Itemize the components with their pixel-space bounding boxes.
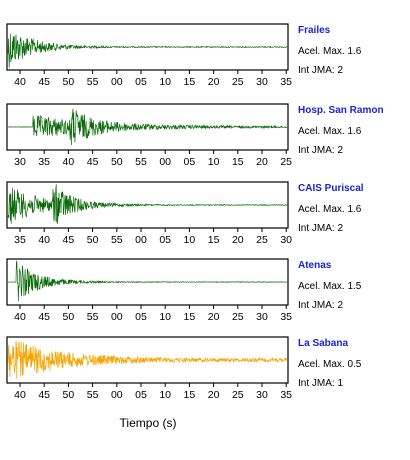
jma-intensity: Int JMA: 1 <box>298 378 343 389</box>
x-tick-label: 05 <box>159 234 171 246</box>
waveform-trace <box>7 108 288 146</box>
x-tick-label: 25 <box>232 389 244 401</box>
x-tick-label: 55 <box>87 389 99 401</box>
jma-intensity: Int JMA: 2 <box>298 65 343 76</box>
x-tick-label: 15 <box>184 76 196 88</box>
x-tick-label: 00 <box>159 156 171 168</box>
jma-intensity: Int JMA: 2 <box>298 223 343 234</box>
x-tick-label: 00 <box>111 311 123 323</box>
x-tick-label: 35 <box>280 389 292 401</box>
x-tick-label: 50 <box>87 234 99 246</box>
x-tick-label: 00 <box>135 234 147 246</box>
x-tick-label: 20 <box>208 311 220 323</box>
panel-4: 40 45 50 55 00 05 10 15 20 25 30 35 Atenas Acel. Max.… <box>6 258 362 323</box>
x-tick-label: 10 <box>184 234 196 246</box>
panel-frame <box>6 336 289 384</box>
x-tick-label: 05 <box>135 76 147 88</box>
x-tick-label: 35 <box>38 156 50 168</box>
x-tick-label: 10 <box>159 389 171 401</box>
x-tick-label: 10 <box>159 76 171 88</box>
x-tick-label: 45 <box>38 389 50 401</box>
x-tick-label: 50 <box>63 311 75 323</box>
x-tick-label: 15 <box>232 156 244 168</box>
x-tick-label: 40 <box>14 76 26 88</box>
max-acceleration: Acel. Max. 1.6 <box>298 46 362 57</box>
panel-1: 40 45 50 55 00 05 10 15 20 25 30 35 Frailes Acel. Max… <box>6 23 362 88</box>
x-tick-label: 25 <box>280 156 292 168</box>
max-acceleration: Acel. Max. 1.6 <box>298 204 362 215</box>
station-name: La Sabana <box>298 338 348 349</box>
x-tick-label: 40 <box>14 311 26 323</box>
x-tick-label: 00 <box>111 76 123 88</box>
x-tick-label: 50 <box>63 76 75 88</box>
x-axis-title: Tiempo (s) <box>120 416 177 430</box>
x-tick-label: 35 <box>14 234 26 246</box>
x-tick-label: 05 <box>135 389 147 401</box>
x-tick-label: 20 <box>208 76 220 88</box>
x-tick-label: 05 <box>135 311 147 323</box>
waveform-trace <box>7 184 288 224</box>
x-tick-label: 15 <box>208 234 220 246</box>
x-tick-label: 20 <box>256 156 268 168</box>
station-name: Atenas <box>298 260 332 271</box>
x-tick-label: 55 <box>87 76 99 88</box>
x-tick-label: 45 <box>63 234 75 246</box>
x-tick-label: 40 <box>38 234 50 246</box>
x-tick-label: 55 <box>111 234 123 246</box>
x-tick-label: 50 <box>63 389 75 401</box>
panel-2: 30 35 40 45 50 55 00 05 10 15 20 25 Hosp. San Ramon A… <box>6 103 384 168</box>
x-tick-label: 30 <box>256 389 268 401</box>
station-name: Hosp. San Ramon <box>298 105 384 116</box>
x-tick-label: 30 <box>256 76 268 88</box>
max-acceleration: Acel. Max. 1.5 <box>298 281 362 292</box>
x-tick-label: 40 <box>14 389 26 401</box>
x-tick-label: 20 <box>232 234 244 246</box>
x-tick-label: 45 <box>38 76 50 88</box>
waveform-trace <box>7 33 288 68</box>
x-tick-label: 25 <box>232 76 244 88</box>
x-tick-label: 15 <box>184 311 196 323</box>
max-acceleration: Acel. Max. 1.6 <box>298 126 362 137</box>
panel-5: 40 45 50 55 00 05 10 15 20 25 30 35 La Sabana Acel. M… <box>6 336 362 401</box>
station-name: CAIS Puriscal <box>298 183 364 194</box>
x-tick-label: 55 <box>135 156 147 168</box>
station-name: Frailes <box>298 25 331 36</box>
waveform-trace <box>7 260 288 302</box>
jma-intensity: Int JMA: 2 <box>298 300 343 311</box>
x-tick-label: 25 <box>232 311 244 323</box>
x-tick-label: 10 <box>208 156 220 168</box>
x-tick-label: 30 <box>14 156 26 168</box>
x-tick-label: 50 <box>111 156 123 168</box>
jma-intensity: Int JMA: 2 <box>298 145 343 156</box>
x-tick-label: 40 <box>63 156 75 168</box>
x-tick-label: 30 <box>256 311 268 323</box>
x-tick-label: 45 <box>87 156 99 168</box>
x-tick-label: 10 <box>159 311 171 323</box>
x-tick-label: 35 <box>280 76 292 88</box>
x-tick-label: 45 <box>38 311 50 323</box>
x-tick-label: 25 <box>256 234 268 246</box>
x-tick-label: 35 <box>280 311 292 323</box>
max-acceleration: Acel. Max. 0.5 <box>298 359 362 370</box>
x-tick-label: 55 <box>87 311 99 323</box>
x-tick-label: 15 <box>184 389 196 401</box>
panel-3: 35 40 45 50 55 00 05 10 15 20 25 30 CAIS Puriscal Ace… <box>6 181 364 246</box>
waveform-trace <box>7 340 288 379</box>
x-tick-label: 30 <box>280 234 292 246</box>
x-tick-label: 00 <box>111 389 123 401</box>
x-tick-label: 05 <box>184 156 196 168</box>
x-tick-label: 20 <box>208 389 220 401</box>
